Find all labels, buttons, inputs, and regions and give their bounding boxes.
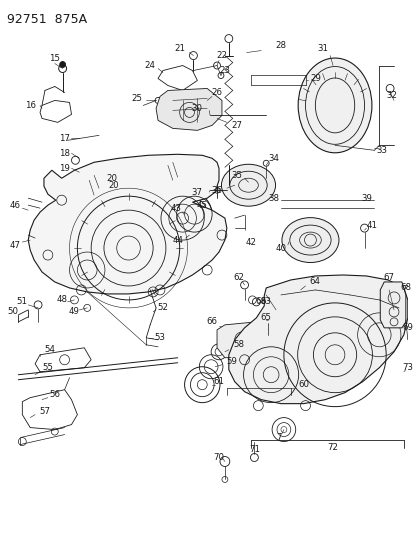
Text: 53: 53 — [154, 333, 165, 342]
Text: 66: 66 — [206, 317, 217, 326]
Text: 68: 68 — [399, 284, 411, 293]
Text: 43: 43 — [170, 204, 181, 213]
Text: 55: 55 — [42, 363, 53, 372]
Ellipse shape — [297, 58, 371, 153]
Text: 51: 51 — [17, 297, 28, 306]
Text: 30: 30 — [191, 104, 202, 113]
Text: 60: 60 — [297, 380, 309, 389]
Ellipse shape — [281, 217, 338, 263]
Text: 18: 18 — [59, 149, 70, 158]
Text: 62: 62 — [233, 273, 244, 282]
Text: 36: 36 — [211, 185, 222, 195]
Text: 24: 24 — [144, 61, 155, 70]
Text: 20: 20 — [106, 174, 117, 183]
Text: 20: 20 — [108, 181, 119, 190]
Text: 17: 17 — [59, 134, 70, 143]
Text: 23: 23 — [219, 66, 230, 75]
Circle shape — [197, 225, 206, 235]
Polygon shape — [156, 88, 221, 131]
Text: 32: 32 — [386, 91, 396, 100]
Text: 34: 34 — [268, 154, 279, 163]
Text: 16: 16 — [25, 101, 36, 110]
Text: 31: 31 — [317, 44, 328, 53]
Text: 26: 26 — [211, 88, 222, 97]
Text: 71: 71 — [248, 445, 259, 454]
Text: 63: 63 — [260, 297, 271, 306]
Text: 47: 47 — [10, 240, 21, 249]
Text: 72: 72 — [327, 443, 338, 452]
Text: 56: 56 — [49, 390, 60, 399]
Text: 70: 70 — [213, 453, 224, 462]
Polygon shape — [228, 275, 407, 403]
Text: 15: 15 — [49, 54, 60, 63]
Text: 50: 50 — [7, 308, 18, 317]
Text: 27: 27 — [230, 121, 242, 130]
Text: 48: 48 — [56, 295, 67, 304]
Text: 52: 52 — [157, 303, 168, 312]
Text: 57: 57 — [39, 407, 50, 416]
Ellipse shape — [221, 164, 275, 206]
Text: 67: 67 — [383, 273, 394, 282]
Text: 35: 35 — [230, 171, 242, 180]
Text: 49: 49 — [69, 308, 80, 317]
Text: 41: 41 — [366, 221, 377, 230]
Text: 65: 65 — [260, 313, 271, 322]
Text: 59: 59 — [226, 357, 237, 366]
Text: 42: 42 — [245, 238, 256, 247]
Text: 29: 29 — [309, 74, 320, 83]
Text: 19: 19 — [59, 164, 70, 173]
Text: 37: 37 — [191, 188, 202, 197]
Text: 69: 69 — [401, 324, 412, 333]
Text: 54: 54 — [44, 345, 55, 354]
Text: 40: 40 — [275, 244, 286, 253]
Polygon shape — [28, 154, 226, 294]
Text: 7: 7 — [275, 433, 281, 442]
Text: 58: 58 — [233, 340, 244, 349]
Text: 44: 44 — [172, 236, 183, 245]
Text: 21: 21 — [174, 44, 185, 53]
Text: 73: 73 — [401, 363, 412, 372]
Polygon shape — [380, 282, 405, 328]
Polygon shape — [216, 322, 263, 358]
Text: 46: 46 — [10, 200, 21, 209]
Text: 45: 45 — [196, 200, 207, 209]
Text: 25: 25 — [131, 94, 142, 103]
Text: 64: 64 — [309, 278, 320, 286]
Text: 33: 33 — [376, 146, 387, 155]
Text: 92751  875A: 92751 875A — [7, 13, 86, 26]
Text: 38: 38 — [268, 193, 279, 203]
Circle shape — [59, 61, 65, 68]
Text: 22: 22 — [216, 51, 227, 60]
Text: 28: 28 — [275, 41, 286, 50]
Text: 61: 61 — [213, 377, 224, 386]
Text: 68: 68 — [255, 297, 266, 306]
Text: 39: 39 — [360, 193, 371, 203]
